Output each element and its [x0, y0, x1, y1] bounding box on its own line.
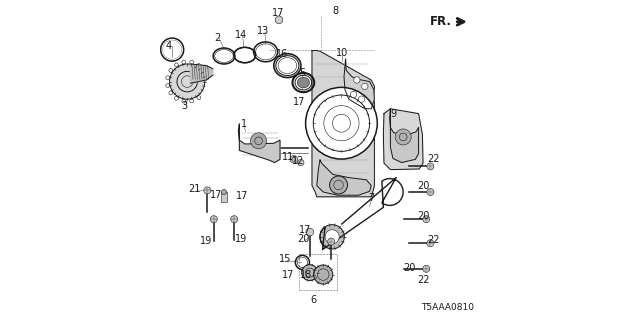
Text: 4: 4 [166, 41, 172, 51]
Text: 3: 3 [181, 100, 187, 111]
Circle shape [210, 216, 218, 223]
Circle shape [231, 216, 238, 223]
Text: 17: 17 [282, 269, 294, 280]
Text: FR.: FR. [430, 15, 452, 28]
Text: 20: 20 [417, 180, 429, 191]
Circle shape [351, 91, 357, 98]
Circle shape [275, 16, 283, 24]
Circle shape [251, 133, 267, 149]
Text: 18: 18 [300, 269, 312, 280]
Bar [221, 192, 227, 202]
Polygon shape [239, 124, 280, 163]
Ellipse shape [276, 56, 299, 76]
Circle shape [427, 163, 434, 170]
Text: 11: 11 [282, 152, 294, 162]
Text: 22: 22 [428, 154, 440, 164]
Circle shape [328, 238, 335, 245]
Text: 6: 6 [310, 295, 316, 305]
Circle shape [396, 129, 412, 145]
Circle shape [306, 228, 314, 236]
Polygon shape [317, 160, 371, 195]
Text: 17: 17 [236, 191, 249, 201]
Text: 9: 9 [390, 108, 397, 119]
Text: 22: 22 [428, 235, 440, 245]
Text: T5AAA0810: T5AAA0810 [421, 303, 474, 312]
Polygon shape [344, 59, 374, 109]
Text: 5: 5 [300, 68, 305, 78]
Circle shape [221, 189, 227, 195]
Bar [300, 254, 337, 290]
Text: 20: 20 [403, 263, 415, 273]
Text: 8: 8 [332, 6, 339, 16]
Ellipse shape [298, 77, 310, 88]
Circle shape [362, 83, 368, 90]
Ellipse shape [274, 53, 301, 78]
Text: 17: 17 [210, 190, 222, 200]
Circle shape [358, 96, 365, 102]
Text: 7: 7 [368, 193, 374, 203]
Circle shape [330, 176, 348, 194]
Circle shape [314, 265, 333, 284]
Circle shape [423, 216, 430, 223]
Text: 20: 20 [297, 234, 310, 244]
Text: 17: 17 [272, 8, 285, 19]
Circle shape [306, 87, 378, 159]
Circle shape [423, 265, 430, 272]
Circle shape [320, 225, 344, 249]
Circle shape [325, 230, 339, 244]
Polygon shape [390, 109, 419, 163]
Circle shape [427, 240, 434, 247]
Circle shape [427, 188, 434, 196]
Polygon shape [312, 51, 374, 197]
Text: 10: 10 [335, 48, 348, 58]
Polygon shape [383, 109, 423, 170]
Text: 12: 12 [292, 156, 305, 166]
Text: 17: 17 [293, 97, 305, 107]
Text: 1: 1 [241, 119, 247, 129]
Text: 22: 22 [418, 275, 430, 285]
Circle shape [302, 265, 317, 281]
Circle shape [298, 159, 304, 166]
Text: 16: 16 [275, 49, 288, 59]
Circle shape [170, 64, 205, 99]
Text: 19: 19 [200, 236, 212, 246]
Text: 2: 2 [214, 33, 220, 44]
Text: 17: 17 [300, 225, 312, 236]
Circle shape [354, 77, 360, 83]
Circle shape [204, 187, 211, 194]
Polygon shape [191, 64, 212, 83]
Text: 14: 14 [234, 29, 247, 40]
Text: 15: 15 [278, 253, 291, 264]
Text: 13: 13 [257, 26, 269, 36]
Circle shape [290, 156, 298, 163]
Text: 20: 20 [417, 211, 429, 221]
Text: 19: 19 [234, 234, 247, 244]
Text: 21: 21 [188, 184, 201, 195]
